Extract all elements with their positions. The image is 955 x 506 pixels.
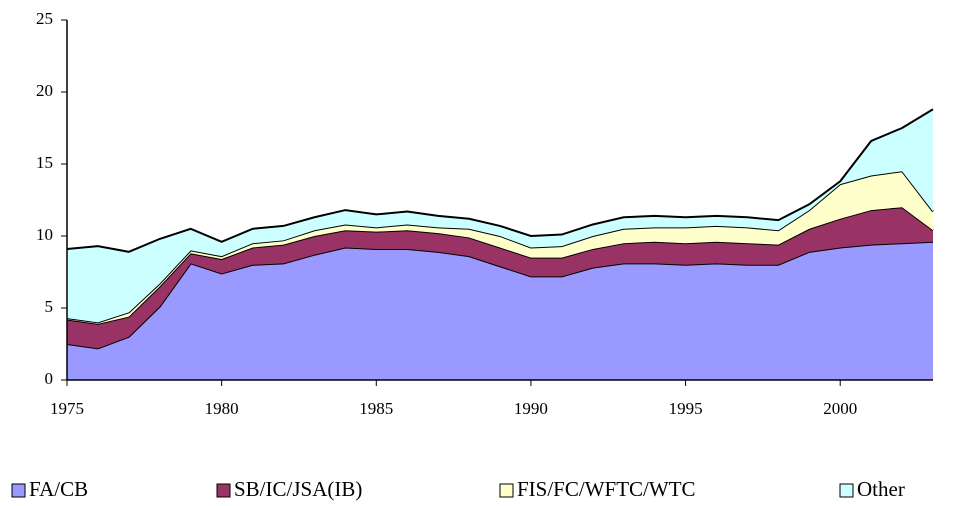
y-tick-label: 0	[45, 369, 54, 388]
x-tick-label: 2000	[823, 399, 857, 418]
y-tick-label: 10	[36, 225, 53, 244]
area	[67, 241, 933, 380]
legend-swatch	[11, 483, 26, 498]
area-edge	[66, 108, 934, 253]
legend-label: FIS/FC/WFTC/WTC	[517, 477, 696, 501]
legend-swatch	[499, 483, 514, 498]
y-tick-label: 25	[36, 9, 53, 28]
x-tick-label: 1975	[50, 399, 84, 418]
x-tick-label: 1990	[514, 399, 548, 418]
y-tick-label: 5	[45, 297, 54, 316]
x-tick-label: 1980	[205, 399, 239, 418]
area	[67, 171, 933, 324]
y-tick-label: 15	[36, 153, 53, 172]
x-tick-label: 1985	[359, 399, 393, 418]
x-tick-label: 1995	[669, 399, 703, 418]
legend-label: Other	[857, 477, 905, 501]
legend-swatch	[839, 483, 854, 498]
legend-label: SB/IC/JSA(IB)	[234, 477, 362, 501]
y-tick-label: 20	[36, 81, 53, 100]
legend-label: FA/CB	[29, 477, 88, 501]
legend-swatch	[216, 483, 231, 498]
